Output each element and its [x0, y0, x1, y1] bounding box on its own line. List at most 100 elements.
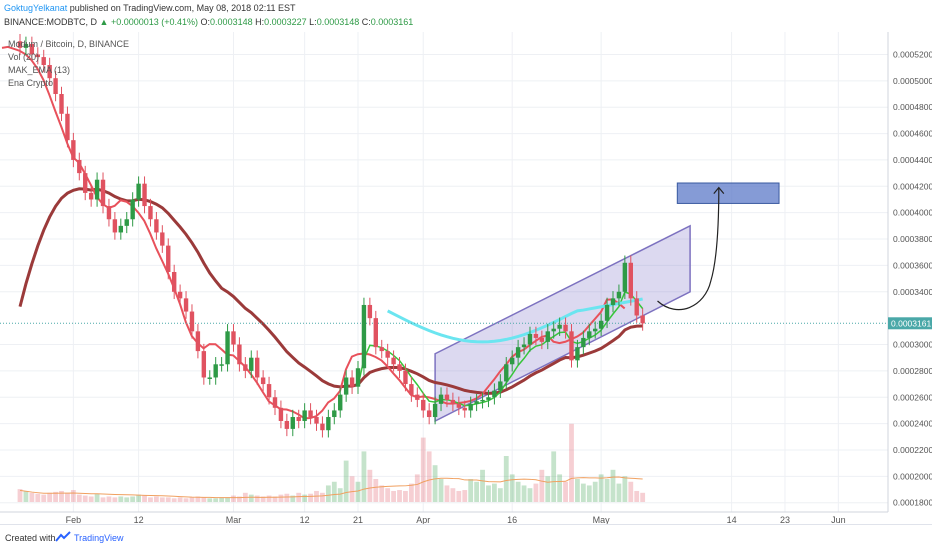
candle-body	[94, 179, 100, 200]
candle-body	[189, 311, 195, 332]
volume-bar	[557, 474, 563, 502]
candle-body	[628, 262, 633, 299]
candle-body	[100, 179, 106, 207]
candle-body	[177, 291, 183, 299]
volume-bar	[509, 474, 515, 502]
volume-bar	[272, 496, 278, 502]
volume-bar	[563, 481, 568, 502]
cyan-ma-line	[386, 297, 643, 344]
price-chart[interactable]: Modum / Bitcoin, D, BINANCE Vol (20) MAK…	[0, 32, 932, 524]
candle-body	[474, 401, 479, 404]
volume-bar	[468, 479, 474, 502]
ohlc-line: BINANCE:MODBTC, D ▲ +0.0000013 (+0.41%) …	[4, 17, 413, 27]
volume-bar	[278, 494, 284, 502]
legend-mak-ema[interactable]: MAK_EMA (13)	[8, 65, 70, 75]
price-tick-label: 0.0002200	[893, 445, 932, 455]
plot-background	[0, 32, 888, 512]
candle-body	[272, 397, 278, 408]
candle-body	[166, 245, 171, 272]
created-with-text: Created with	[5, 533, 56, 543]
candle-body	[426, 410, 432, 418]
candle-body	[332, 410, 337, 418]
candles[interactable]	[17, 34, 645, 438]
legend-vol[interactable]: Vol (20)	[8, 52, 39, 62]
candle-body	[290, 417, 295, 429]
volume-bar	[385, 488, 391, 502]
candle-body	[557, 324, 562, 329]
high-value: 0.0003227	[264, 17, 307, 27]
candle-body	[314, 417, 319, 424]
candle-body	[112, 219, 118, 233]
volume-bar	[403, 490, 408, 502]
volume-bar	[367, 469, 373, 502]
volume-bar	[308, 493, 313, 502]
volume-bar	[177, 497, 183, 502]
published-text: published on TradingView.com, May 08, 20…	[69, 3, 296, 13]
volume-bar	[420, 437, 426, 502]
volume-bar	[444, 485, 450, 502]
volume-bar	[70, 490, 76, 502]
volume-bar	[622, 476, 628, 502]
publish-line: GoktugYelkanat published on TradingView.…	[4, 3, 296, 13]
price-tick-label: 0.0003600	[893, 260, 932, 270]
candle-body	[456, 403, 462, 408]
last-price-tag-bg	[888, 317, 932, 330]
author-link[interactable]: GoktugYelkanat	[4, 3, 68, 13]
tradingview-logo-icon[interactable]	[55, 531, 71, 543]
candle-body	[361, 304, 367, 369]
candle-body	[231, 331, 236, 345]
tradingview-brand[interactable]: TradingView	[74, 533, 124, 543]
projection-arrow	[657, 187, 720, 311]
candle-body	[593, 328, 598, 332]
candle-body	[302, 410, 307, 421]
volume-bar	[486, 485, 491, 502]
candle-body	[142, 183, 147, 207]
last-price-tag: 0.0003161	[888, 317, 932, 330]
candle-body	[77, 159, 82, 174]
legend-ena-crypto[interactable]: Ena Crypto	[8, 78, 53, 88]
candle-body	[237, 344, 242, 365]
volume-bar	[201, 497, 207, 502]
volume-bar	[355, 481, 361, 502]
close-value: 0.0003161	[370, 17, 414, 27]
volume-bar	[153, 496, 159, 502]
volume-bar	[29, 492, 35, 502]
candle-body	[106, 206, 112, 220]
candle-body	[486, 397, 491, 400]
candle-body	[587, 331, 592, 338]
volume-bar	[497, 488, 503, 502]
volume-bar	[284, 493, 290, 502]
candle-body	[183, 298, 189, 312]
volume-bar	[35, 493, 41, 502]
price-axis[interactable]: 0.0005200 0.0005000 0.0004800 0.0004600 0.00…	[893, 49, 932, 507]
candle-body	[521, 344, 527, 348]
volume-bar	[616, 483, 622, 502]
price-tick-label: 0.0002000	[893, 471, 932, 481]
volume-bar	[142, 495, 147, 502]
price-tick-label: 0.0003800	[893, 234, 932, 244]
candle-body	[308, 410, 313, 418]
candle-body	[148, 206, 153, 220]
candle-body	[391, 357, 396, 365]
volume-bar	[598, 474, 604, 502]
volume-bar	[266, 495, 272, 502]
volume-bar	[237, 496, 242, 502]
target-zone[interactable]	[676, 182, 780, 204]
time-tick-label: 12	[300, 515, 310, 524]
price-tick-label: 0.0004200	[893, 181, 932, 191]
price-tick-label: 0.0004800	[893, 102, 932, 112]
time-tick-label: Mar	[226, 515, 242, 524]
time-axis[interactable]: Feb12Mar1221Apr16May1423Jun1120	[66, 515, 932, 524]
volume-bar	[503, 456, 509, 502]
price-tick-label: 0.0001800	[893, 498, 932, 508]
volume-bar	[349, 476, 355, 502]
volume-bar	[112, 497, 118, 502]
candle-body	[65, 113, 70, 141]
candle-body	[533, 333, 539, 338]
volume-bar	[343, 460, 349, 502]
footer: Created with TradingView	[0, 524, 932, 551]
volume-bar	[580, 483, 586, 502]
volume-bar	[76, 494, 82, 502]
candle-body	[201, 351, 207, 378]
slow-ema-line	[18, 187, 643, 395]
